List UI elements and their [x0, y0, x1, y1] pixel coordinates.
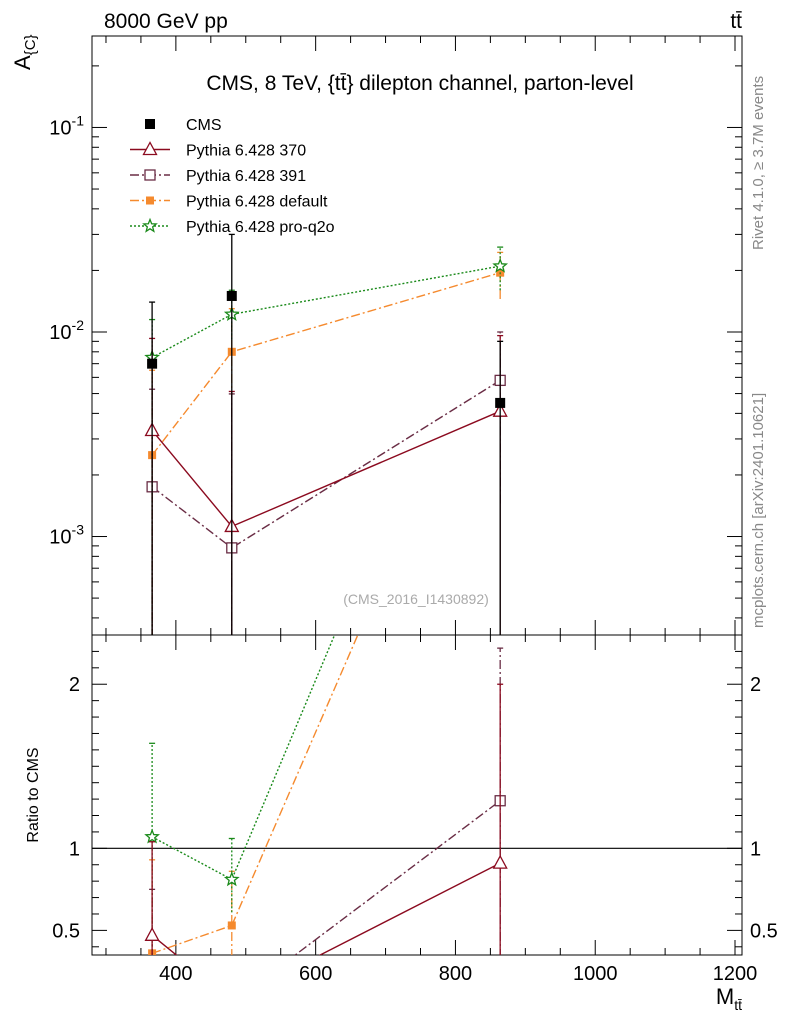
series-pythia-6-428-391 — [147, 647, 506, 1008]
y-tick-label-ratio-right: 0.5 — [750, 920, 778, 942]
data-point-pythia-6-428-370 — [144, 926, 160, 941]
ratio-axis-ticks: 0.5 0.5 1 1 2 2 400 600 800 1000 1200 — [52, 634, 778, 985]
y-tick-label-exponent: -2 — [72, 317, 85, 333]
x-axis-label: Mtt̄ — [716, 984, 742, 1013]
legend-label-pythia-6-428-default: Pythia 6.428 default — [186, 194, 328, 211]
data-point-pythia-6-428-pro-q2o — [494, 235, 506, 247]
energy-label: 8000 GeV pp — [104, 10, 228, 33]
process-label: tt̄ — [730, 10, 742, 33]
ratio-data-layer — [92, 235, 742, 1008]
series-pythia-6-428-370 — [144, 683, 508, 1005]
series-line-pythia-6-428-391 — [151, 379, 501, 549]
series-line-pythia-6-428-pro-q2o — [151, 265, 501, 359]
y-tick-label-ratio: 2 — [69, 674, 80, 696]
series-line-pythia-6-428-370 — [151, 862, 501, 955]
data-point-pythia-6-428-pro-q2o — [492, 257, 509, 273]
series-line-pythia-6-428-370 — [151, 410, 501, 528]
data-point-pythia-6-428-370 — [225, 993, 238, 1005]
series-pythia-6-428-default — [148, 303, 504, 955]
data-point-pythia-6-428-pro-q2o — [144, 828, 160, 844]
series-pythia-6-428-pro-q2o — [144, 235, 506, 955]
y-tick-label-ratio: 0.5 — [52, 920, 80, 942]
ratio-plot-frame — [91, 634, 743, 956]
legend-entry-pythia-6-428-pro-q2o: Pythia 6.428 pro-q2o — [130, 217, 335, 236]
y-tick-label-ratio-right: 2 — [750, 674, 761, 696]
main-title: CMS, 8 TeV, {tt̄} dilepton channel, part… — [206, 72, 633, 95]
legend-marker-pythia-6-428-391 — [144, 169, 156, 181]
legend-entry-pythia-6-428-default: Pythia 6.428 default — [130, 194, 328, 211]
x-tick-label: 400 — [159, 963, 192, 985]
data-point-pythia-6-428-370 — [492, 854, 508, 869]
legend-label-pythia-6-428-370: Pythia 6.428 370 — [186, 143, 306, 160]
legend-entry-pythia-6-428-391: Pythia 6.428 391 — [130, 168, 306, 185]
series-cms — [147, 233, 506, 635]
main-panel: 10-1 10-2 10-3 CMS, 8 TeV, {tt̄} dilepton … — [10, 34, 743, 636]
data-point-pythia-6-428-default — [227, 921, 236, 930]
data-point-pythia-6-428-391 — [227, 998, 237, 1008]
data-point-pythia-6-428-pro-q2o — [223, 871, 240, 887]
data-point-cms — [147, 358, 158, 369]
main-watermark: (CMS_2016_I1430892) — [343, 591, 489, 607]
rivet-version-label: Rivet 4.1.0, ≥ 3.7M events — [750, 76, 767, 250]
y-tick-label-main: 10-3 — [49, 522, 84, 549]
y-tick-label-ratio: 1 — [69, 838, 80, 860]
y-tick-label-ratio-right: 1 — [750, 838, 761, 860]
legend-marker-pythia-6-428-370 — [142, 141, 158, 156]
legend-marker-pythia-6-428-default — [146, 196, 154, 205]
y-tick-label-main: 10-2 — [49, 317, 84, 344]
y-tick-label-exponent: -1 — [72, 112, 85, 128]
series-line-pythia-6-428-default — [151, 271, 501, 456]
series-line-pythia-6-428-391 — [294, 800, 501, 955]
x-tick-label: 800 — [439, 963, 472, 985]
data-point-cms — [495, 397, 506, 408]
series-line-pythia-6-428-pro-q2o — [151, 635, 336, 881]
legend-marker-pythia-6-428-pro-q2o — [142, 217, 158, 233]
y-tick-label-main: 10-1 — [49, 112, 84, 139]
series-line-pythia-6-428-default — [151, 635, 359, 955]
x-axis-label-subscript: tt̄ — [734, 997, 742, 1013]
legend-entry-pythia-6-428-370: Pythia 6.428 370 — [130, 141, 306, 160]
data-point-pythia-6-428-default — [496, 303, 504, 311]
main-ylabel: A{C} — [10, 34, 39, 70]
mcplots-label: mcplots.cern.ch [arXiv:2401.10621] — [750, 393, 767, 628]
data-point-cms — [226, 290, 237, 301]
ratio-ylabel: Ratio to CMS — [25, 747, 42, 842]
x-tick-label: 1000 — [573, 963, 618, 985]
x-tick-label: 600 — [299, 963, 332, 985]
main-data-layer — [144, 233, 509, 635]
ratio-panel: 0.5 0.5 1 1 2 2 400 600 800 1000 1200 Ratio to CMS… — [25, 235, 778, 1013]
x-tick-label: 1200 — [713, 963, 758, 985]
legend-label-pythia-6-428-pro-q2o: Pythia 6.428 pro-q2o — [186, 219, 335, 236]
data-point-pythia-6-428-391 — [147, 966, 157, 976]
legend-entry-cms: CMS — [145, 117, 222, 134]
legend-label-pythia-6-428-391: Pythia 6.428 391 — [186, 168, 306, 185]
main-ylabel-subscript: {C} — [22, 34, 39, 55]
legend-marker-cms — [145, 119, 155, 129]
legend: CMS Pythia 6.428 370 Pythia 6.428 391 Pythi… — [130, 117, 335, 236]
legend-label-cms: CMS — [186, 117, 222, 134]
series-pythia-6-428-370 — [144, 334, 508, 635]
y-tick-label-exponent: -3 — [72, 522, 85, 538]
